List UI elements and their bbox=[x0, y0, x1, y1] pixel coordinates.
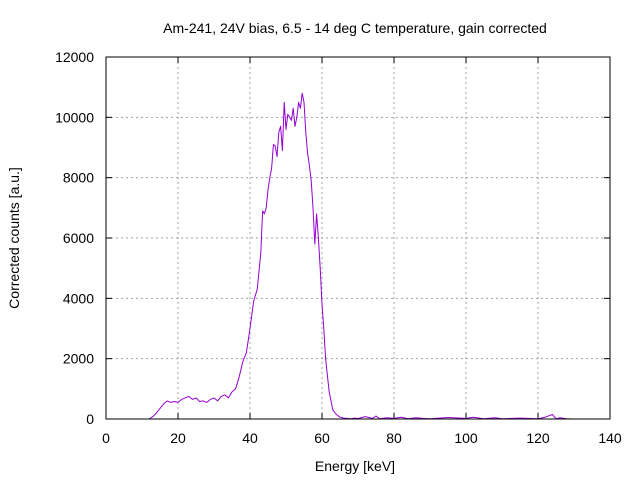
x-tick-label: 140 bbox=[598, 430, 622, 446]
tick-labels: 0 20 40 60 80 100 120 140 0 2000 4000 6000 8000 10000… bbox=[55, 49, 622, 446]
x-tick-label: 40 bbox=[242, 430, 258, 446]
x-tick-label: 0 bbox=[102, 430, 110, 446]
x-tick-label: 80 bbox=[386, 430, 402, 446]
grid bbox=[106, 57, 610, 419]
y-tick-label: 10000 bbox=[55, 109, 94, 125]
x-tick-label: 120 bbox=[526, 430, 550, 446]
y-tick-label: 2000 bbox=[63, 351, 94, 367]
x-axis-label: Energy [keV] bbox=[315, 458, 395, 474]
x-tick-label: 100 bbox=[454, 430, 478, 446]
y-tick-label: 6000 bbox=[63, 230, 94, 246]
y-tick-label: 4000 bbox=[63, 290, 94, 306]
x-tick-label: 20 bbox=[170, 430, 186, 446]
ticks bbox=[105, 56, 611, 420]
y-tick-label: 8000 bbox=[63, 170, 94, 186]
y-axis-label: Corrected counts [a.u.] bbox=[6, 167, 22, 309]
y-tick-label: 0 bbox=[86, 411, 94, 427]
chart-title: Am-241, 24V bias, 6.5 - 14 deg C tempera… bbox=[163, 20, 547, 36]
y-tick-label: 12000 bbox=[55, 49, 94, 65]
x-tick-label: 60 bbox=[314, 430, 330, 446]
